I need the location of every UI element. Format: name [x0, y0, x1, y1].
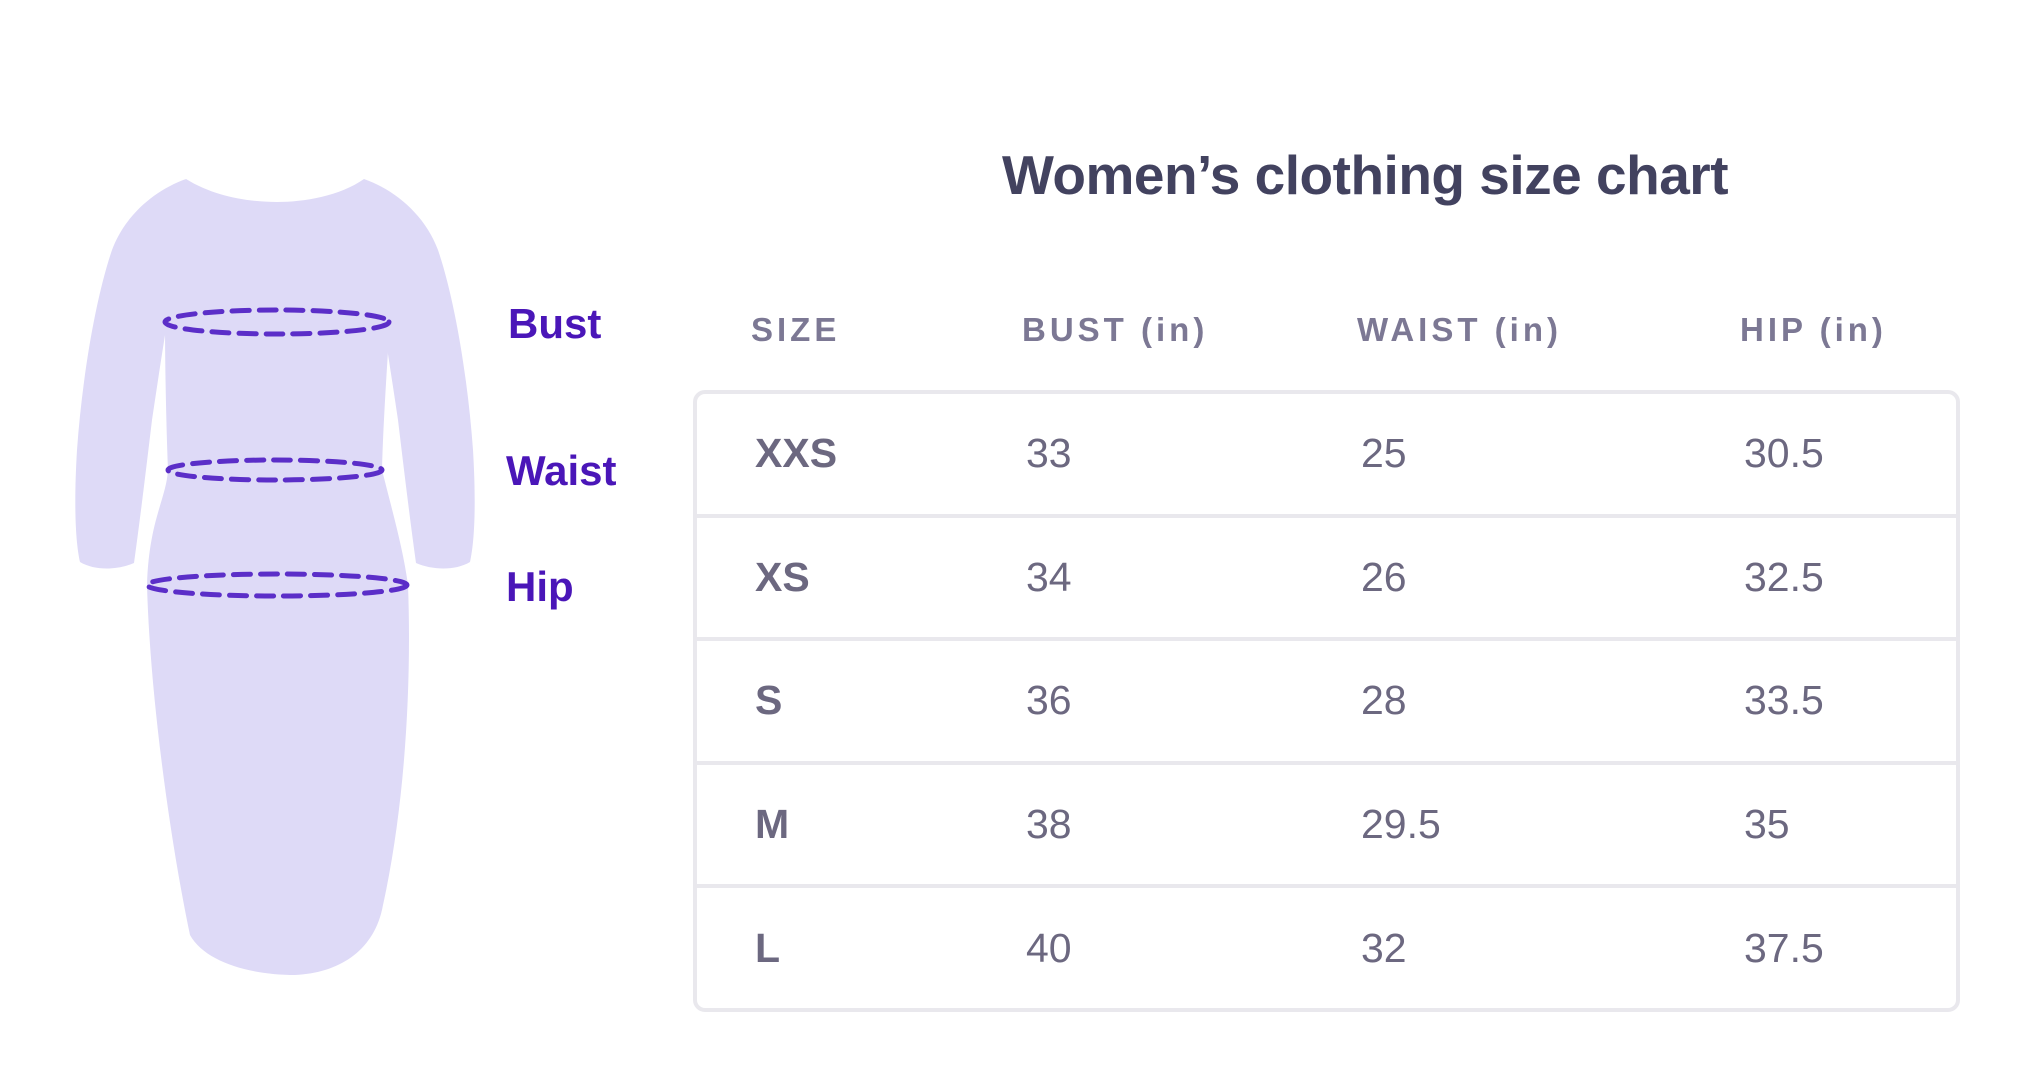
bust-measure-line: [162, 307, 392, 337]
size-table: XXS 33 25 30.5 XS 34 26 32.5 S 36 28 33.…: [693, 390, 1960, 1012]
waist-value: 32: [1361, 924, 1407, 971]
size-value: L: [755, 924, 781, 971]
page-title: Women’s clothing size chart: [1001, 144, 1729, 206]
hip-value: 37.5: [1744, 924, 1824, 971]
bust-value: 40: [1026, 924, 1072, 971]
waist-value: 26: [1361, 553, 1407, 600]
hip-value: 35: [1744, 801, 1790, 848]
size-value: M: [755, 801, 790, 848]
bust-label: Bust: [508, 300, 602, 347]
bust-value: 38: [1026, 801, 1072, 848]
column-header-waist: WAIST (in): [1357, 311, 1562, 348]
waist-value: 28: [1361, 677, 1407, 724]
table-row-xs: XS 34 26 32.5: [697, 518, 1956, 642]
table-row-xxs: XXS 33 25 30.5: [697, 394, 1956, 518]
hip-value: 32.5: [1744, 553, 1824, 600]
column-header-hip: HIP (in): [1740, 311, 1887, 348]
waist-label: Waist: [506, 447, 617, 494]
hip-label: Hip: [506, 563, 574, 610]
dress-illustration: [75, 179, 475, 975]
table-header-row: SIZE BUST (in) WAIST (in) HIP (in): [693, 300, 1960, 360]
column-header-size: SIZE: [751, 311, 841, 348]
bust-value: 33: [1026, 430, 1072, 477]
waist-value: 29.5: [1361, 801, 1441, 848]
hip-value: 30.5: [1744, 430, 1824, 477]
hip-measure-line: [144, 571, 410, 599]
size-value: XXS: [755, 430, 838, 477]
column-header-bust: BUST (in): [1022, 311, 1209, 348]
table-row-s: S 36 28 33.5: [697, 641, 1956, 765]
dress-right-sleeve: [364, 179, 475, 569]
waist-measure-line: [165, 457, 385, 483]
table-row-m: M 38 29.5 35: [697, 765, 1956, 889]
dress-body: [147, 179, 409, 975]
dress-left-sleeve: [75, 179, 186, 569]
bust-value: 34: [1026, 553, 1072, 600]
table-row-l: L 40 32 37.5: [697, 888, 1956, 1008]
waist-value: 25: [1361, 430, 1407, 477]
size-value: XS: [755, 553, 810, 600]
hip-value: 33.5: [1744, 677, 1824, 724]
bust-value: 36: [1026, 677, 1072, 724]
size-value: S: [755, 677, 783, 724]
